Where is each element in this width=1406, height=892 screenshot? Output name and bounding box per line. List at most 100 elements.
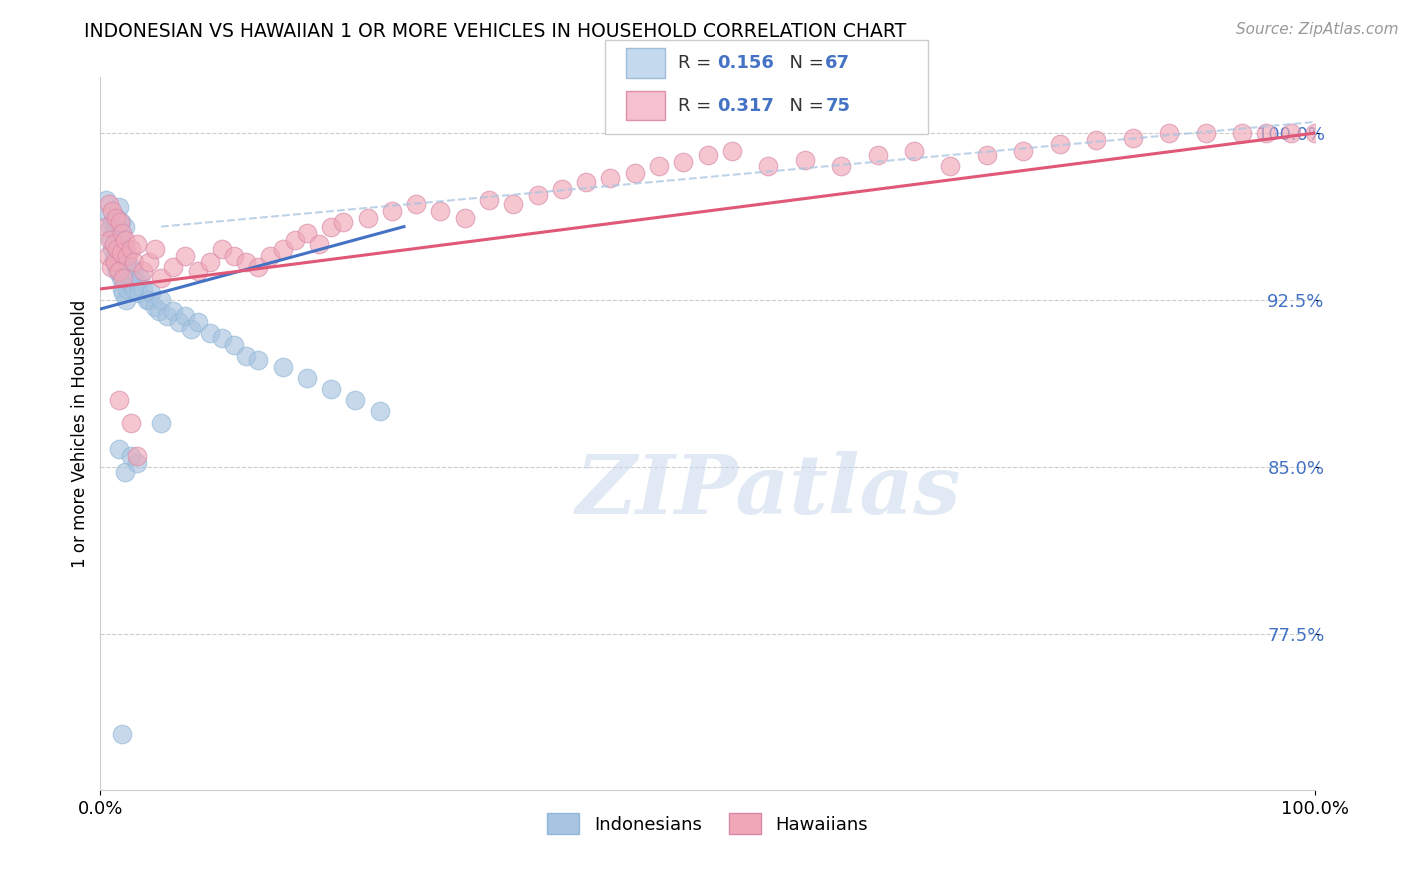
Point (186, 264, 208, 278)
Point (115, 293, 138, 307)
Point (575, 175, 598, 189)
Point (120, 449, 142, 463)
Point (222, 337, 245, 351)
Point (308, 237, 330, 252)
Point (101, 215, 124, 229)
Point (120, 260, 142, 274)
Text: 0.156: 0.156 (717, 54, 773, 72)
Point (1279, 126, 1302, 140)
Point (122, 264, 145, 278)
Point (271, 242, 294, 256)
Point (599, 170, 621, 185)
Point (112, 249, 135, 263)
Point (121, 270, 143, 285)
Point (271, 359, 294, 374)
Point (332, 215, 354, 229)
Point (319, 219, 342, 234)
Point (105, 233, 128, 247)
Text: N =: N = (778, 54, 830, 72)
Point (284, 233, 307, 247)
Point (756, 160, 779, 174)
Point (866, 148, 889, 162)
Point (112, 270, 135, 285)
Point (672, 155, 695, 169)
Point (235, 349, 257, 363)
Point (118, 275, 141, 289)
Point (356, 211, 378, 225)
Point (100, 260, 122, 274)
Point (198, 326, 221, 341)
Point (114, 270, 136, 285)
Point (344, 393, 367, 408)
Point (211, 242, 233, 256)
Point (174, 309, 197, 323)
Point (169, 315, 191, 329)
Point (551, 182, 574, 196)
Point (162, 260, 184, 274)
Point (120, 242, 142, 256)
Text: Source: ZipAtlas.com: Source: ZipAtlas.com (1236, 22, 1399, 37)
Point (111, 237, 134, 252)
Point (110, 246, 132, 260)
Point (105, 264, 128, 278)
Point (1256, 126, 1278, 140)
Point (295, 227, 318, 241)
Point (125, 449, 148, 463)
Point (104, 222, 127, 236)
Point (162, 304, 184, 318)
Point (107, 200, 129, 214)
Point (97, 209, 120, 223)
Point (103, 252, 125, 267)
Point (101, 204, 124, 219)
Point (247, 353, 270, 368)
Point (150, 270, 173, 285)
Point (96, 193, 118, 207)
Point (211, 331, 233, 345)
Point (939, 160, 962, 174)
Point (976, 148, 998, 162)
Point (381, 204, 404, 219)
Point (156, 309, 179, 323)
Point (115, 282, 138, 296)
Point (125, 275, 148, 289)
Point (115, 242, 138, 256)
Point (117, 264, 139, 278)
Point (830, 160, 852, 174)
Point (141, 286, 163, 301)
Point (105, 242, 128, 256)
Point (120, 416, 142, 430)
Point (115, 249, 138, 263)
Point (138, 293, 160, 307)
Point (1085, 133, 1108, 147)
Point (112, 286, 135, 301)
Point (150, 293, 173, 307)
Point (107, 393, 129, 408)
Point (135, 293, 157, 307)
Point (132, 282, 155, 296)
Point (295, 371, 318, 385)
Point (454, 211, 477, 225)
Point (138, 255, 160, 269)
Point (696, 148, 718, 162)
Point (101, 242, 124, 256)
Point (174, 249, 197, 263)
Point (1012, 144, 1035, 158)
Point (1157, 126, 1180, 140)
Point (107, 246, 129, 260)
Point (648, 160, 671, 174)
Point (114, 233, 136, 247)
Point (186, 315, 208, 329)
Point (108, 255, 131, 269)
Point (125, 237, 148, 252)
Point (124, 255, 146, 269)
Point (110, 270, 132, 285)
Point (235, 255, 257, 269)
Text: N =: N = (778, 96, 830, 114)
Point (97, 249, 120, 263)
Text: ZIPatlas: ZIPatlas (575, 450, 962, 531)
Point (793, 153, 815, 167)
Text: INDONESIAN VS HAWAIIAN 1 OR MORE VEHICLES IN HOUSEHOLD CORRELATION CHART: INDONESIAN VS HAWAIIAN 1 OR MORE VEHICLE… (84, 22, 907, 41)
Text: R =: R = (678, 96, 717, 114)
Point (478, 193, 501, 207)
Point (526, 188, 548, 202)
